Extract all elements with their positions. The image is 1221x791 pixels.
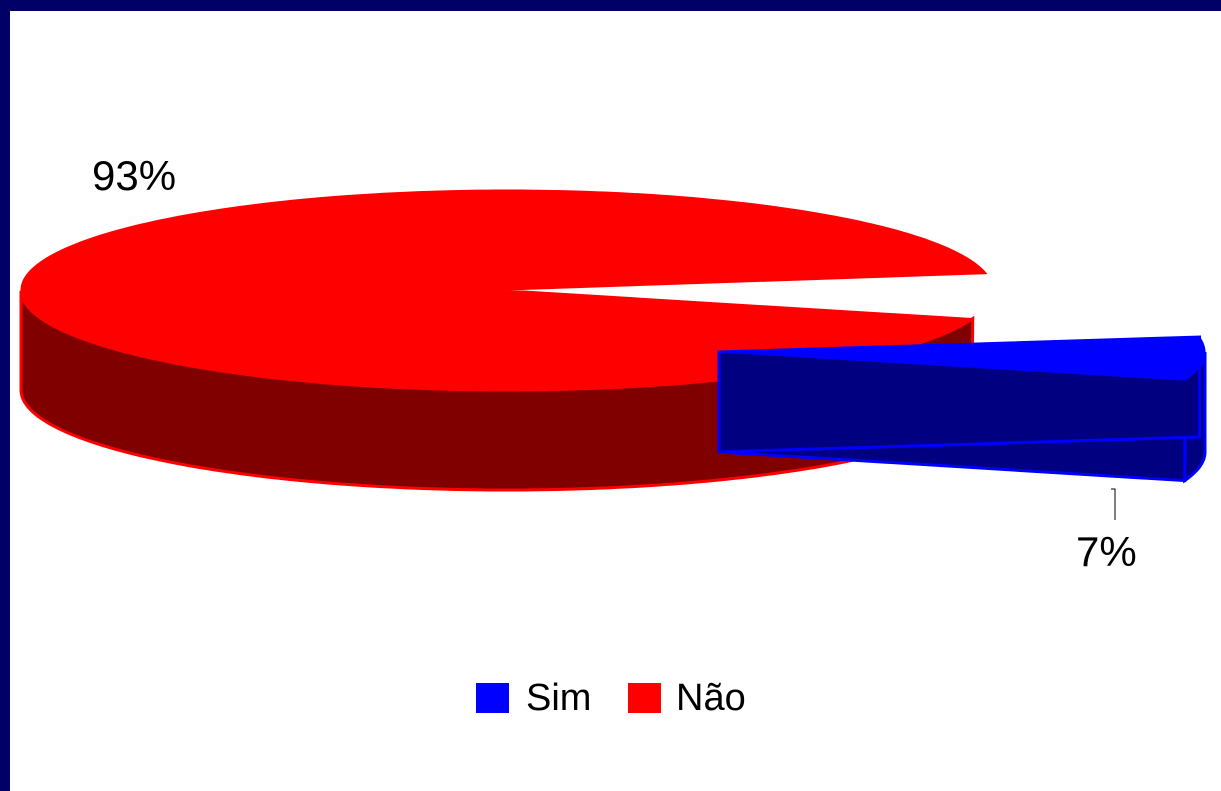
- legend-swatch-nao: [628, 683, 661, 713]
- leader-line-sim: [1111, 488, 1116, 520]
- data-label-nao: 93%: [92, 152, 176, 199]
- data-label-sim: 7%: [1076, 528, 1137, 575]
- legend-label-sim: Sim: [526, 677, 591, 719]
- slice-nao-top: [20, 189, 988, 391]
- legend-swatch-sim: [476, 683, 509, 713]
- legend-label-nao: Não: [676, 677, 746, 719]
- slice-sim: [717, 335, 1207, 484]
- slice-sim-top: [718, 336, 1206, 381]
- legend: Sim Não: [476, 677, 746, 719]
